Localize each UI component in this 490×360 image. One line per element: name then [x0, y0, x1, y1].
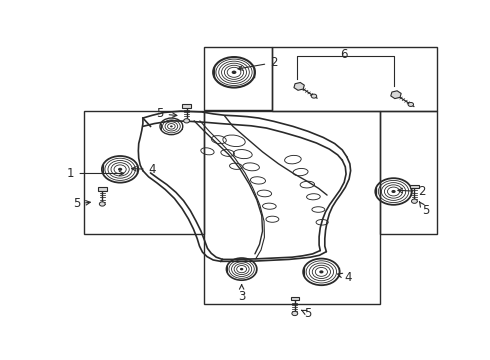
Bar	[98, 187, 106, 191]
Bar	[291, 297, 299, 301]
Text: 6: 6	[341, 48, 348, 61]
Circle shape	[319, 270, 323, 274]
Circle shape	[392, 190, 395, 193]
Circle shape	[412, 199, 417, 203]
Bar	[272, 48, 437, 111]
Circle shape	[311, 94, 317, 98]
Circle shape	[170, 125, 172, 127]
Bar	[410, 185, 418, 188]
Bar	[204, 111, 380, 304]
Circle shape	[240, 268, 244, 270]
Polygon shape	[294, 82, 304, 90]
Text: 4: 4	[338, 271, 352, 284]
Text: 5: 5	[73, 198, 90, 211]
Circle shape	[232, 71, 237, 74]
Text: 5: 5	[301, 307, 312, 320]
Text: 1: 1	[67, 167, 123, 180]
Bar	[84, 111, 204, 234]
Bar	[204, 48, 272, 110]
Circle shape	[118, 168, 122, 171]
Text: 4: 4	[132, 163, 156, 176]
Text: 2: 2	[398, 185, 426, 198]
Circle shape	[408, 103, 414, 107]
Text: 5: 5	[419, 202, 430, 217]
Circle shape	[292, 311, 298, 316]
Bar	[182, 104, 191, 108]
Polygon shape	[391, 91, 401, 99]
Bar	[380, 111, 437, 234]
Text: 5: 5	[156, 107, 177, 120]
Text: 3: 3	[238, 284, 245, 303]
Text: 2: 2	[238, 56, 278, 70]
Circle shape	[184, 119, 190, 123]
Circle shape	[99, 202, 105, 206]
